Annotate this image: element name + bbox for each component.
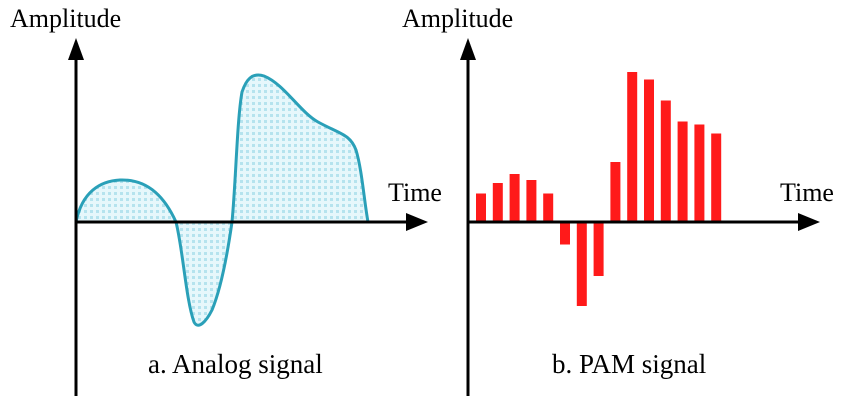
pam-pulse-7 [576, 222, 587, 306]
pam-panel: Amplitude Time b. PAM signal [402, 4, 834, 396]
pam-x-axis-label: Time [780, 178, 834, 207]
analog-y-axis-arrowhead [68, 38, 84, 60]
pam-pulse-2 [492, 183, 503, 222]
pam-pulse-15 [711, 133, 722, 222]
pam-pulse-13 [677, 121, 688, 222]
pam-pulse-10 [627, 72, 638, 222]
pam-y-axis-label: Amplitude [402, 4, 513, 33]
analog-x-axis-arrowhead [406, 213, 428, 231]
pam-pulse-1 [476, 193, 486, 222]
pam-pulse-3 [509, 174, 520, 222]
pam-pulse-4 [526, 180, 537, 222]
pam-x-axis-arrowhead [798, 213, 820, 231]
pam-pulse-6 [560, 222, 570, 245]
analog-signal-fill [76, 74, 368, 326]
pam-y-axis-arrowhead [460, 38, 476, 60]
pam-pulse-5 [543, 193, 554, 222]
pam-pulse-8 [593, 222, 604, 276]
analog-y-axis-label: Amplitude [10, 4, 121, 33]
pam-pulse-9 [610, 162, 621, 222]
pam-pulse-14 [694, 124, 705, 222]
pam-pulse-12 [660, 100, 671, 222]
pam-pulses [476, 72, 722, 306]
analog-panel: Amplitude Time a. Analog signal [10, 4, 442, 396]
pam-pulse-11 [644, 79, 654, 222]
pam-caption: b. PAM signal [552, 349, 706, 379]
analog-x-axis-label: Time [388, 178, 442, 207]
analog-caption: a. Analog signal [148, 349, 323, 379]
